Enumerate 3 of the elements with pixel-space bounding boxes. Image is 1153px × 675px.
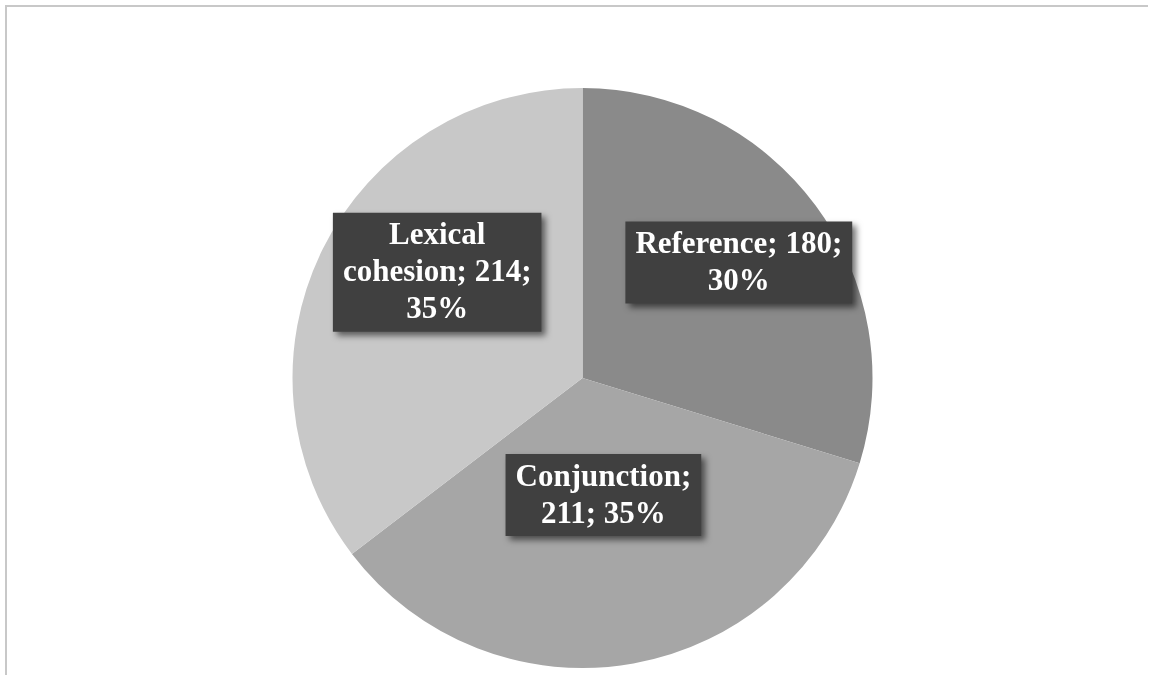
slice-label: Conjunction; 211; 35%	[515, 457, 692, 530]
slice-label: Reference; 180; 30%	[635, 225, 843, 298]
slice-label: Lexical cohesion; 214; 35%	[342, 216, 532, 326]
